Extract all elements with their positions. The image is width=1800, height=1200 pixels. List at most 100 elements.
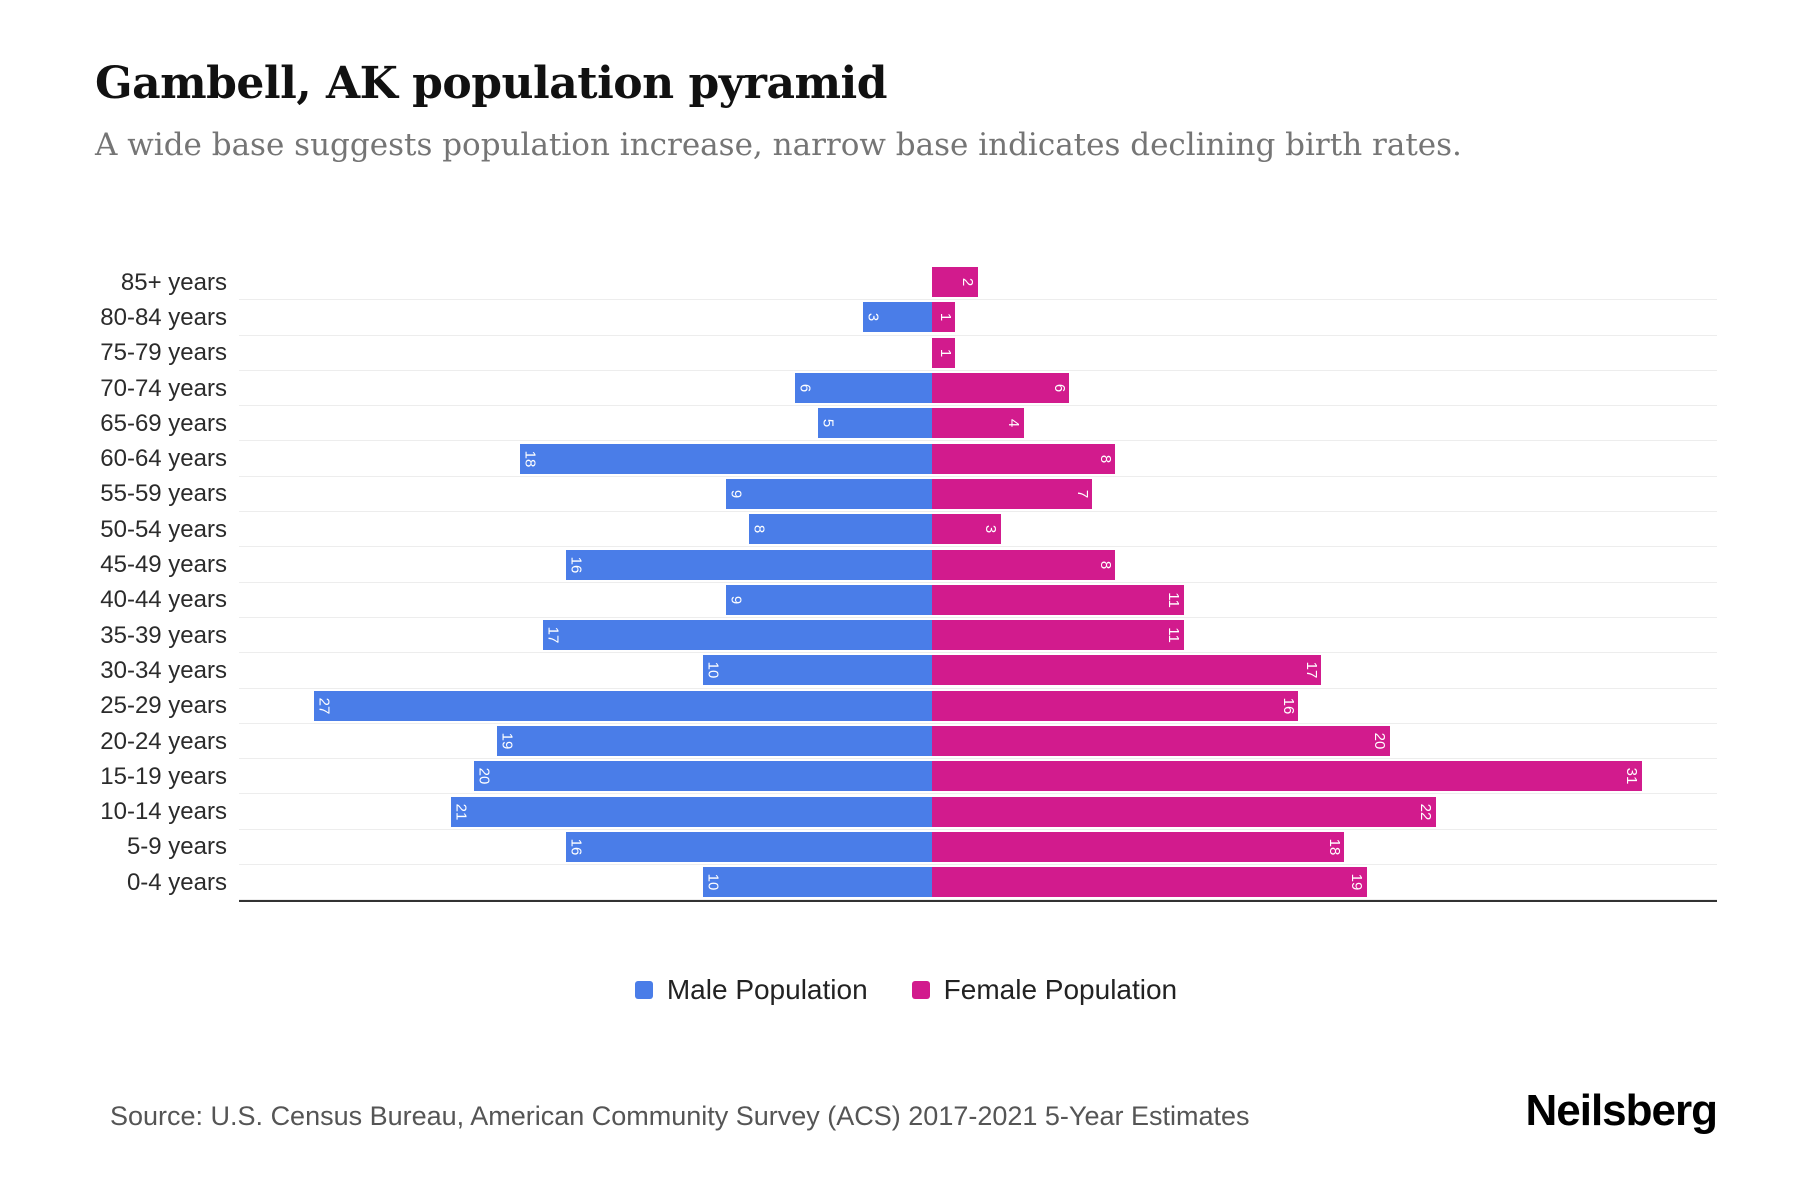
bar-value-label: 19 (498, 732, 516, 750)
legend-item-female[interactable]: Female Population (911, 974, 1178, 1006)
bar-value-label: 2 (959, 277, 977, 287)
bar-value-label: 1 (936, 313, 954, 322)
y-axis-label: 10-14 years (100, 798, 227, 826)
pyramid-row: 60-64 years 18 8 (95, 441, 1717, 477)
female-side: 7 (932, 478, 1717, 509)
female-side: 6 (932, 373, 1717, 404)
chart-card: Gambell, AK population pyramid A wide ba… (0, 58, 1800, 1200)
bar-value-label: 16 (567, 838, 585, 856)
female-side: 19 (932, 867, 1717, 898)
female-bar: 8 (932, 443, 1116, 474)
bar-value-label: 16 (1279, 697, 1297, 715)
female-bar: 8 (932, 549, 1116, 580)
female-side: 20 (932, 726, 1717, 756)
male-bar: 17 (542, 620, 932, 651)
female-bar: 16 (932, 690, 1299, 721)
male-bar: 9 (725, 478, 932, 509)
male-side: 17 (239, 620, 932, 651)
male-bar: 9 (725, 584, 932, 615)
legend-male-label: Male Population (666, 974, 868, 1006)
y-axis-label: 20-24 years (100, 727, 227, 755)
pyramid-row: 10-14 years 21 22 (95, 794, 1717, 830)
male-side: 21 (239, 796, 932, 827)
chart-footer: Source: U.S. Census Bureau, American Com… (95, 1086, 1718, 1136)
bar-value-label: 3 (982, 525, 1000, 534)
source-text: Source: U.S. Census Bureau, American Com… (110, 1101, 1250, 1132)
female-swatch-icon (911, 981, 930, 1000)
female-bar: 7 (932, 478, 1093, 509)
male-bar: 16 (565, 549, 932, 580)
row-plot: 19 20 (239, 724, 1717, 760)
female-side: 1 (932, 337, 1717, 368)
male-bar: 18 (519, 443, 932, 474)
row-plot: 18 8 (239, 441, 1717, 477)
female-bar: 18 (932, 831, 1345, 862)
bar-value-label: 11 (1165, 592, 1183, 608)
row-plot: 16 8 (239, 547, 1717, 583)
pyramid-row: 55-59 years 9 7 (95, 477, 1717, 513)
pyramid-row: 20-24 years 19 20 (95, 724, 1717, 760)
bar-value-label: 20 (475, 767, 493, 785)
row-plot: 16 18 (239, 830, 1717, 866)
pyramid-row: 70-74 years 6 6 (95, 371, 1717, 407)
y-axis-label: 70-74 years (100, 374, 227, 402)
female-bar: 3 (932, 514, 1001, 545)
row-plot: 17 11 (239, 618, 1717, 654)
male-bar: 19 (496, 726, 932, 756)
y-axis-label: 65-69 years (100, 409, 227, 437)
male-side: 9 (239, 584, 932, 615)
legend-female-label: Female Population (943, 974, 1178, 1006)
male-bar: 10 (703, 655, 932, 686)
bar-value-label: 20 (1371, 732, 1389, 750)
pyramid-row: 15-19 years 20 31 (95, 759, 1717, 795)
y-axis-label: 55-59 years (100, 480, 227, 508)
bar-value-label: 19 (1348, 873, 1366, 891)
bar-value-label: 16 (567, 556, 585, 573)
bar-value-label: 6 (796, 383, 814, 393)
male-side: 16 (239, 549, 932, 580)
y-axis-label: 25-29 years (100, 692, 227, 720)
pyramid-row: 35-39 years 17 11 (95, 618, 1717, 654)
bar-value-label: 9 (727, 595, 745, 604)
male-side: 5 (239, 408, 932, 439)
male-side: 19 (239, 726, 932, 756)
male-bar: 10 (703, 867, 932, 898)
female-bar: 1 (932, 302, 955, 333)
female-bar: 31 (932, 761, 1642, 792)
y-axis-label: 35-39 years (100, 621, 227, 649)
female-bar: 17 (932, 655, 1322, 686)
pyramid-rows: 85+ years 2 80-84 years 3 1 75-79 years 1 70-74… (95, 265, 1717, 901)
male-bar: 21 (451, 796, 932, 827)
row-plot: 27 16 (239, 689, 1717, 724)
bar-value-label: 10 (704, 662, 722, 679)
y-axis-label: 15-19 years (100, 762, 227, 790)
row-plot: 10 17 (239, 653, 1717, 689)
female-side: 16 (932, 690, 1717, 721)
y-axis-label: 60-64 years (100, 445, 227, 473)
female-bar: 20 (932, 726, 1390, 756)
male-swatch-icon (634, 981, 653, 1000)
female-bar: 6 (932, 373, 1070, 404)
female-bar: 2 (932, 267, 978, 298)
y-axis-label: 0-4 years (126, 868, 227, 896)
female-side: 1 (932, 302, 1717, 333)
pyramid-row: 0-4 years 10 19 (95, 865, 1717, 901)
legend-item-male[interactable]: Male Population (634, 974, 868, 1006)
male-bar: 3 (863, 302, 932, 333)
female-side: 31 (932, 761, 1717, 792)
row-plot: 21 22 (239, 794, 1717, 830)
x-axis-line (239, 900, 1717, 903)
pyramid-row: 80-84 years 3 1 (95, 300, 1717, 336)
y-axis-label: 30-34 years (100, 656, 227, 684)
bar-value-label: 6 (1050, 383, 1068, 393)
bar-value-label: 8 (750, 525, 768, 534)
y-axis-label: 80-84 years (100, 303, 227, 331)
pyramid-row: 85+ years 2 (95, 265, 1717, 301)
male-side: 10 (239, 655, 932, 686)
bar-value-label: 9 (727, 489, 745, 499)
female-side: 18 (932, 831, 1717, 862)
